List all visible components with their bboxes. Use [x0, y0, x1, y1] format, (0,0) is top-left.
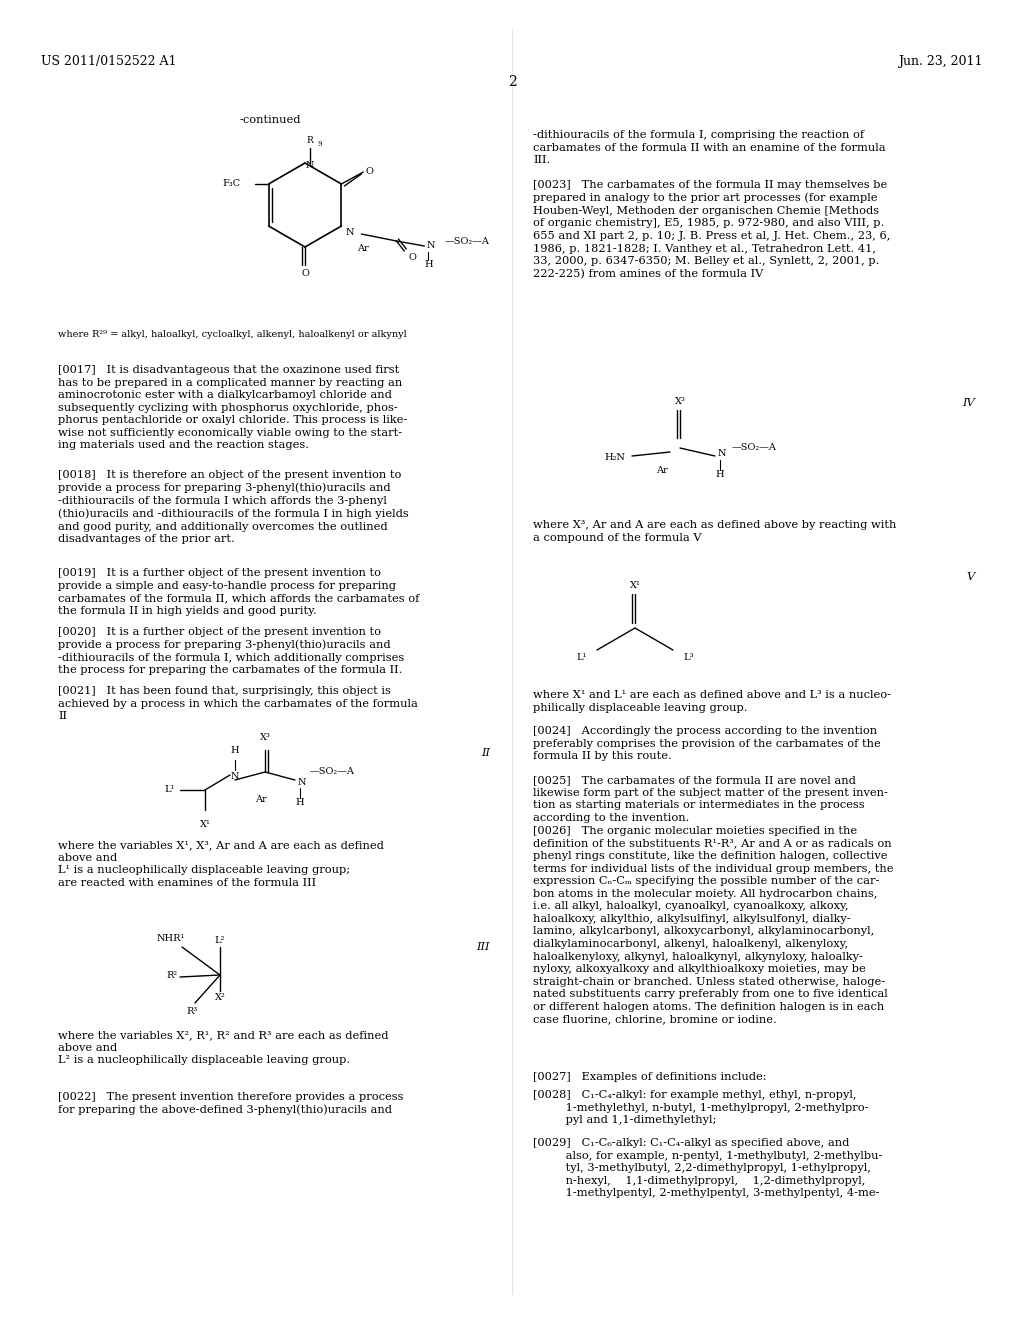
- Text: where the variables X¹, X³, Ar and A are each as defined
above and
L¹ is a nucle: where the variables X¹, X³, Ar and A are…: [58, 840, 384, 887]
- Text: H: H: [296, 799, 304, 807]
- Text: F₃C: F₃C: [222, 180, 241, 189]
- Text: [0021]   It has been found that, surprisingly, this object is
achieved by a proc: [0021] It has been found that, surprisin…: [58, 686, 418, 721]
- Text: H₂N: H₂N: [604, 454, 625, 462]
- Text: where R²⁹ = alkyl, haloalkyl, cycloalkyl, alkenyl, haloalkenyl or alkynyl: where R²⁹ = alkyl, haloalkyl, cycloalkyl…: [58, 330, 407, 339]
- Text: where X¹ and L¹ are each as defined above and L³ is a nucleo-
philically displac: where X¹ and L¹ are each as defined abov…: [534, 690, 891, 713]
- Text: X²: X²: [215, 993, 225, 1002]
- Text: 9: 9: [318, 140, 323, 148]
- Text: US 2011/0152522 A1: US 2011/0152522 A1: [41, 55, 176, 69]
- Text: Ar: Ar: [255, 795, 266, 804]
- Text: O: O: [409, 253, 416, 261]
- Text: N: N: [230, 772, 240, 781]
- Text: L¹: L¹: [165, 785, 175, 795]
- Text: H: H: [424, 260, 433, 269]
- Text: [0019]   It is a further object of the present invention to
provide a simple and: [0019] It is a further object of the pre…: [58, 568, 420, 615]
- Text: [0022]   The present invention therefore provides a process
for preparing the ab: [0022] The present invention therefore p…: [58, 1092, 403, 1115]
- Text: II: II: [481, 748, 490, 758]
- Text: N: N: [345, 228, 354, 238]
- Text: X³: X³: [259, 733, 270, 742]
- Text: —SO₂—A: —SO₂—A: [732, 444, 777, 453]
- Text: N: N: [306, 161, 314, 169]
- Text: [0023]   The carbamates of the formula II may themselves be
prepared in analogy : [0023] The carbamates of the formula II …: [534, 180, 891, 279]
- Text: [0018]   It is therefore an object of the present invention to
provide a process: [0018] It is therefore an object of the …: [58, 470, 409, 544]
- Text: R²: R²: [167, 970, 178, 979]
- Text: —SO₂—A: —SO₂—A: [310, 767, 355, 776]
- Text: R³: R³: [186, 1007, 198, 1016]
- Text: H: H: [716, 470, 724, 479]
- Text: 2: 2: [508, 75, 516, 88]
- Text: -continued: -continued: [240, 115, 301, 125]
- Text: III: III: [476, 942, 490, 952]
- Text: NHR¹: NHR¹: [157, 935, 185, 942]
- Text: IV: IV: [963, 399, 975, 408]
- Text: X³: X³: [675, 397, 685, 407]
- Text: X¹: X¹: [200, 820, 211, 829]
- Text: H: H: [230, 746, 240, 755]
- Text: [0027]   Examples of definitions include:: [0027] Examples of definitions include:: [534, 1072, 767, 1082]
- Text: where X³, Ar and A are each as defined above by reacting with
a compound of the : where X³, Ar and A are each as defined a…: [534, 520, 896, 543]
- Text: [0025]   The carbamates of the formula II are novel and
likewise form part of th: [0025] The carbamates of the formula II …: [534, 775, 888, 822]
- Text: [0028]   C₁-C₄-alkyl: for example methyl, ethyl, n-propyl,
         1-methylethy: [0028] C₁-C₄-alkyl: for example methyl, …: [534, 1090, 868, 1125]
- Text: [0024]   Accordingly the process according to the invention
preferably comprises: [0024] Accordingly the process according…: [534, 726, 881, 762]
- Text: Ar: Ar: [357, 244, 369, 253]
- Text: X¹: X¹: [630, 581, 640, 590]
- Text: N: N: [718, 449, 726, 458]
- Text: [0020]   It is a further object of the present invention to
provide a process fo: [0020] It is a further object of the pre…: [58, 627, 404, 676]
- Text: [0029]   C₁-C₆-alkyl: C₁-C₄-alkyl as specified above, and
         also, for exa: [0029] C₁-C₆-alkyl: C₁-C₄-alkyl as speci…: [534, 1138, 883, 1199]
- Text: -dithiouracils of the formula I, comprising the reaction of
carbamates of the fo: -dithiouracils of the formula I, compris…: [534, 129, 886, 165]
- Text: V: V: [967, 572, 975, 582]
- Text: N: N: [298, 777, 306, 787]
- Text: Jun. 23, 2011: Jun. 23, 2011: [898, 55, 983, 69]
- Text: L¹: L¹: [577, 653, 587, 663]
- Text: [0026]   The organic molecular moieties specified in the
definition of the subst: [0026] The organic molecular moieties sp…: [534, 826, 894, 1024]
- Text: R: R: [306, 136, 313, 145]
- Text: [0017]   It is disadvantageous that the oxazinone used first
has to be prepared : [0017] It is disadvantageous that the ox…: [58, 366, 408, 450]
- Text: O: O: [301, 269, 309, 279]
- Text: Ar: Ar: [656, 466, 668, 475]
- Text: —SO₂—A: —SO₂—A: [444, 238, 489, 247]
- Text: O: O: [366, 168, 374, 177]
- Text: L³: L³: [683, 653, 693, 663]
- Text: L²: L²: [215, 936, 225, 945]
- Text: where the variables X², R¹, R² and R³ are each as defined
above and
L² is a nucl: where the variables X², R¹, R² and R³ ar…: [58, 1030, 388, 1065]
- Text: N: N: [426, 242, 435, 251]
